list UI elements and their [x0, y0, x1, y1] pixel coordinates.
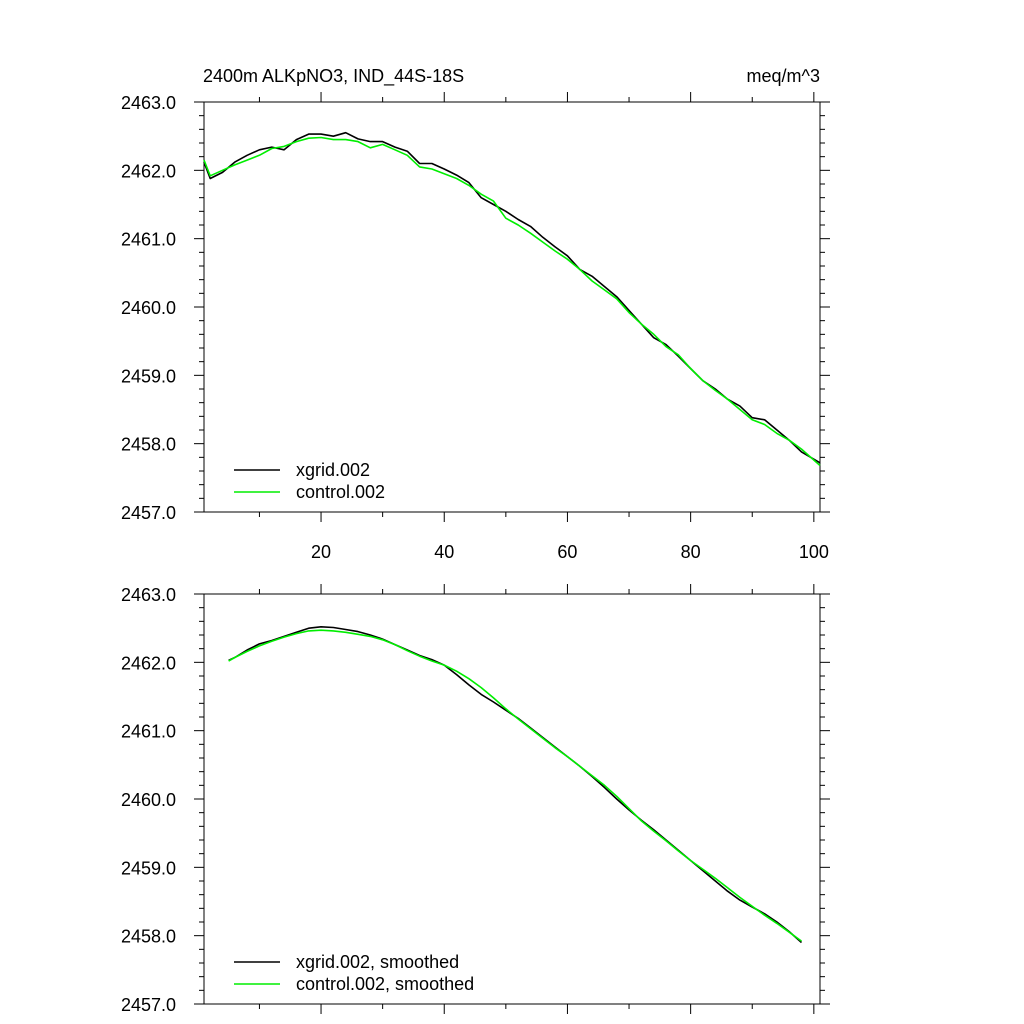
- x-tick-label: 20: [311, 542, 331, 562]
- legend-label-0: xgrid.002: [296, 460, 370, 480]
- series-line-0: [228, 626, 803, 944]
- series-line-0: [203, 131, 821, 464]
- x-tick-label: 40: [434, 542, 454, 562]
- y-tick-label: 2461.0: [121, 722, 176, 742]
- y-tick-label: 2462.0: [121, 653, 176, 673]
- y-tick-label: 2462.0: [121, 161, 176, 181]
- y-tick-label: 2459.0: [121, 858, 176, 878]
- series-line-1: [228, 629, 802, 942]
- plot-frame: [203, 101, 821, 513]
- y-tick-label: 2457.0: [121, 503, 176, 523]
- legend-label-1: control.002, smoothed: [296, 974, 474, 994]
- legend-label-0: xgrid.002, smoothed: [296, 952, 459, 972]
- y-tick-label: 2460.0: [121, 790, 176, 810]
- plot-frame: [203, 593, 821, 1005]
- y-tick-label: 2458.0: [121, 435, 176, 455]
- x-tick-label: 100: [799, 542, 829, 562]
- series-line-1: [203, 136, 821, 467]
- legend-label-1: control.002: [296, 482, 385, 502]
- y-tick-label: 2459.0: [121, 366, 176, 386]
- y-tick-label: 2458.0: [121, 927, 176, 947]
- top-panel: 2457.0 2458.0 2459.0 2460.0 2461.0 2462.0 2463…: [121, 92, 830, 562]
- y-tick-label: 2461.0: [121, 230, 176, 250]
- x-tick-label: 80: [681, 542, 701, 562]
- chart-title: 2400m ALKpNO3, IND_44S-18S: [203, 66, 464, 87]
- x-tick-label: 60: [557, 542, 577, 562]
- y-tick-label: 2463.0: [121, 585, 176, 605]
- y-tick-label: 2463.0: [121, 93, 176, 113]
- bottom-panel: 2457.0 2458.0 2459.0 2460.0 2461.0 2462.0 2463…: [121, 584, 830, 1015]
- y-tick-label: 2457.0: [121, 995, 176, 1015]
- units-label: meq/m^3: [747, 66, 820, 86]
- y-tick-label: 2460.0: [121, 298, 176, 318]
